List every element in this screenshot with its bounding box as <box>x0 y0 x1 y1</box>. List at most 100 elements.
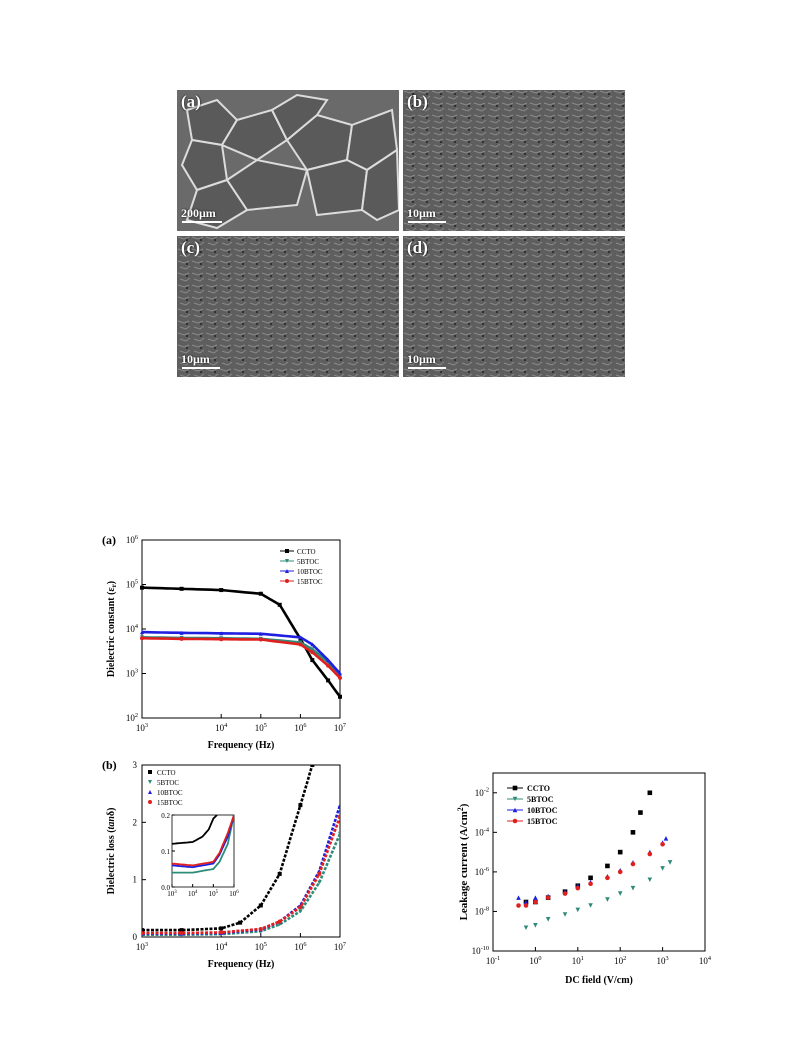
data-point-a-CCTO-1 <box>179 586 184 591</box>
data-point-a-10BTOC-7 <box>338 671 342 676</box>
x-tick-label-a-4: 107 <box>334 722 346 733</box>
data-point-c-5BTOC-10 <box>660 866 665 871</box>
sem-panel-c: (c) 10μm <box>177 236 399 377</box>
legend-label-b-CCTO: CCTO <box>157 769 176 777</box>
x-tick-label-b-1: 104 <box>215 941 228 952</box>
data-point-a-10BTOC-0 <box>140 630 144 635</box>
data-point-a-CCTO-6 <box>310 658 315 663</box>
data-point-c-10BTOC-1 <box>523 899 529 905</box>
legend-label-c-10BTOC: 10BTOC <box>527 806 558 815</box>
data-point-b-CCTO-4 <box>258 903 263 908</box>
sem-label-b: (b) <box>407 92 428 111</box>
data-point-b-5BTOC-7 <box>338 831 340 836</box>
data-point-b-15BTOC-0 <box>142 930 144 935</box>
data-point-a-CCTO-2 <box>219 588 224 593</box>
legend-marker-a-10BTOC <box>285 569 289 573</box>
data-point-c-15BTOC-7 <box>605 875 610 881</box>
x-tick-label-c-5: 104 <box>699 955 712 966</box>
data-point-c-10BTOC-12 <box>663 835 669 841</box>
inset-y-tick-label-2: 0.2 <box>161 812 170 820</box>
data-point-b-15BTOC-3 <box>258 926 263 931</box>
x-tick-label-c-0: 10-1 <box>486 955 500 966</box>
x-tick-label-b-2: 105 <box>255 941 267 952</box>
legend-label-c-5BTOC: 5BTOC <box>527 795 554 804</box>
scale-bar-a <box>182 221 222 223</box>
data-point-a-10BTOC-6 <box>326 658 331 663</box>
inset-x-tick-label-2: 105 <box>209 890 219 898</box>
chart-c-svg: 10-1 100 101 102 103 104 10-10 10-8 10-6 10-4 10-2… <box>456 772 712 986</box>
data-point-a-15BTOC-5 <box>310 650 315 655</box>
x-tick-label-c-2: 101 <box>572 955 584 966</box>
data-point-c-15BTOC-0 <box>516 903 521 908</box>
chart-b-svg: (b) 103 104 105 106 107 0 1 2 3 Frequency (Hz) Diel… <box>102 758 346 970</box>
data-point-c-5BTOC-5 <box>588 903 593 908</box>
data-point-b-CCTO-6 <box>298 803 303 808</box>
data-point-c-5BTOC-6 <box>605 897 610 902</box>
data-point-c-15BTOC-2 <box>533 899 538 905</box>
sem-label-d: (d) <box>407 238 428 257</box>
sem-panel-b: (b) 10μm <box>403 90 625 231</box>
data-point-c-15BTOC-8 <box>617 869 623 875</box>
y-tick-label-a-4: 106 <box>126 534 138 545</box>
plot-area-c <box>492 772 706 952</box>
data-point-b-15BTOC-1 <box>179 930 184 935</box>
y-tick-label-c-1: 10-8 <box>475 905 489 916</box>
data-point-b-15BTOC-4 <box>277 919 282 924</box>
data-point-c-5BTOC-11 <box>667 860 673 865</box>
y-tick-label-a-0: 102 <box>126 712 138 723</box>
sem-panel-d: (d) 10μm <box>403 236 625 377</box>
x-axis-label-c: DC field (V/cm) <box>565 975 633 986</box>
data-point-c-5BTOC-8 <box>630 885 636 891</box>
legend-label-b-15BTOC: 15BTOC <box>157 799 183 807</box>
y-tick-label-b-3: 3 <box>133 760 138 770</box>
data-point-b-CCTO-7 <box>310 765 315 767</box>
legend-marker-b-15BTOC <box>148 800 152 804</box>
legend-marker-a-5BTOC <box>285 559 289 563</box>
data-point-c-5BTOC-1 <box>533 922 538 928</box>
data-point-c-5BTOC-9 <box>647 877 653 883</box>
x-tick-label-a-0: 103 <box>136 722 148 733</box>
inset-series-line-CCTO <box>172 815 218 845</box>
data-point-c-15BTOC-10 <box>647 851 653 857</box>
legend-label-b-10BTOC: 10BTOC <box>157 789 183 797</box>
data-point-a-15BTOC-1 <box>179 636 184 641</box>
legend-label-a-10BTOC: 10BTOC <box>297 568 323 576</box>
data-point-c-CCTO-9 <box>638 810 643 815</box>
series-line-a-15BTOC <box>141 636 341 679</box>
data-point-a-10BTOC-2 <box>219 631 224 636</box>
legend-label-c-CCTO: CCTO <box>527 784 550 793</box>
data-point-a-15BTOC-2 <box>219 637 224 642</box>
scale-bar-b <box>408 221 446 223</box>
data-point-b-15BTOC-5 <box>298 905 303 910</box>
legend-label-a-15BTOC: 15BTOC <box>297 578 323 586</box>
scale-text-a: 200μm <box>181 206 216 220</box>
data-point-a-CCTO-4 <box>277 602 282 607</box>
scale-text-c: 10μm <box>181 352 210 366</box>
legend-marker-b-CCTO <box>148 770 152 774</box>
x-tick-label-c-3: 102 <box>614 955 626 966</box>
data-point-a-15BTOC-6 <box>326 663 331 668</box>
data-point-a-CCTO-7 <box>326 678 331 683</box>
sem-panel-a: (a) 200μm <box>177 90 399 231</box>
y-tick-label-a-1: 103 <box>126 667 138 678</box>
sem-image-d <box>403 236 625 377</box>
y-tick-label-a-3: 105 <box>126 578 138 589</box>
data-point-c-CCTO-7 <box>617 849 623 855</box>
chart-dielectric-constant: (a) 103 104 105 106 107 102 103 104 105 106 Frequen… <box>100 530 360 840</box>
inset-x-tick-label-3: 106 <box>229 890 239 898</box>
data-point-c-5BTOC-0 <box>523 925 529 931</box>
series-line-b-15BTOC <box>142 816 340 935</box>
data-point-c-CCTO-5 <box>588 875 593 881</box>
data-point-a-5BTOC-4 <box>298 640 303 645</box>
legend-marker-b-10BTOC <box>148 790 152 794</box>
data-point-c-5BTOC-7 <box>617 891 623 896</box>
plot-area-b <box>141 764 341 938</box>
data-point-c-10BTOC-0 <box>516 895 521 900</box>
sem-image-grid: (a) 200μm (b) 10μm (c) 10μm (d) 10μm <box>177 90 625 377</box>
data-point-c-5BTOC-4 <box>575 907 581 913</box>
inset-y-tick-label-1: 0.1 <box>161 848 170 856</box>
y-axis-label-b: Dielectric loss (tanδ) <box>106 808 117 895</box>
data-point-a-15BTOC-4 <box>298 642 303 647</box>
data-point-c-15BTOC-11 <box>660 841 665 847</box>
y-tick-label-b-2: 2 <box>133 817 138 827</box>
